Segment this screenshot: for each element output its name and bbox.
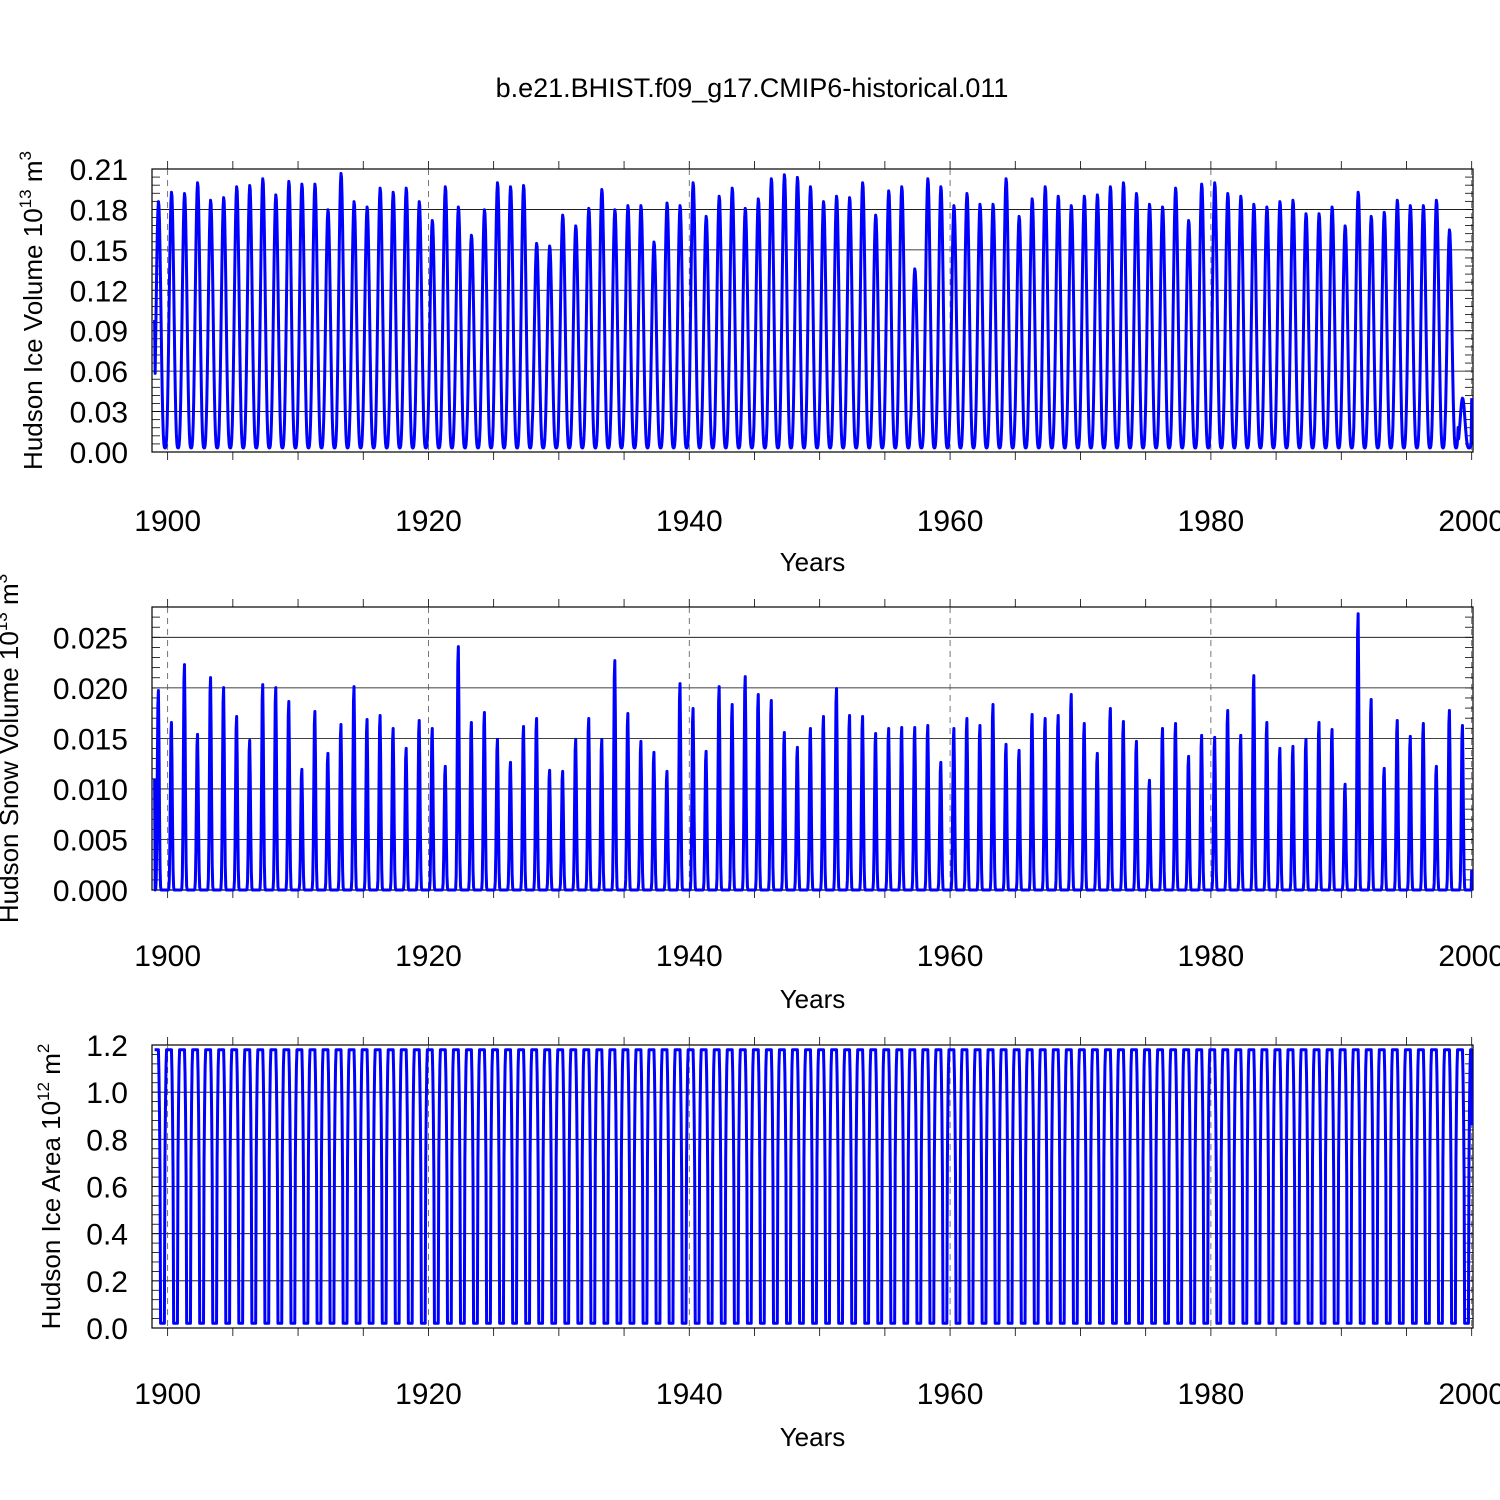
y-tick-label: 0.12 [70,275,128,308]
y-tick-label: 1.2 [86,1030,128,1063]
y-tick-label: 0.00 [70,437,128,470]
x-axis-label: Years [780,1422,846,1452]
y-tick-label: 0.6 [86,1172,128,1205]
x-tick-label: 2000 [1438,505,1500,538]
y-axis-label-text: Hudson Snow Volume 10 [0,631,24,923]
series-line-ice-area [153,1048,1474,1325]
panel-ice-volume: 0.00 0.03 0.06 0.09 0.12 0.15 0.18 0.21 1900 1920… [16,151,1500,577]
y-axis-label-unit: m [0,583,24,612]
y-tick-label: 0.000 [53,875,128,908]
y-tick-label: 0.21 [70,154,128,187]
y-axis-label-exponent: 13 [16,189,35,208]
y-tick-label: 0.09 [70,316,128,349]
x-tick-label: 1980 [1178,1378,1245,1411]
y-axis-label: Hudson Ice Area 1012 m2 [34,1044,66,1330]
x-tick-label: 1920 [395,1378,462,1411]
y-tick-label: 1.0 [86,1077,128,1110]
y-tick-label: 0.010 [53,774,128,807]
series-line-ice-volume [153,171,1474,450]
y-axis-label-unit-exponent: 3 [0,574,11,583]
panel-ice-area: 0.0 0.2 0.4 0.6 0.8 1.0 1.2 1900 1920 1940 1960 198… [34,1030,1500,1452]
x-tick-label: 1940 [656,940,723,973]
y-tick-label: 0.005 [53,824,128,857]
panel-snow-volume: 0.000 0.005 0.010 0.015 0.020 0.025 1900 1920 19… [0,574,1500,1014]
y-axis-label-exponent: 12 [34,1082,53,1101]
x-tick-label: 2000 [1438,1378,1500,1411]
x-tick-label: 2000 [1438,940,1500,973]
y-axis-label: Hudson Snow Volume 1013 m3 [0,574,24,923]
y-tick-label: 0.8 [86,1124,128,1157]
y-axis-label-text: Hudson Ice Volume 10 [18,208,48,470]
y-axis-label-unit-exponent: 2 [34,1044,53,1053]
x-axis-label: Years [780,547,846,577]
x-tick-label: 1940 [656,1378,723,1411]
y-axis-label: Hudson Ice Volume 1013 m3 [16,151,48,470]
y-tick-label: 0.0 [86,1313,128,1346]
y-tick-label: 0.15 [70,235,128,268]
x-tick-label: 1900 [134,940,201,973]
y-axis-label-exponent: 13 [0,612,11,631]
x-tick-label: 1980 [1178,940,1245,973]
y-tick-label: 0.2 [86,1266,128,1299]
x-axis-label: Years [780,984,846,1014]
x-tick-label: 1900 [134,1378,201,1411]
x-tick-label: 1940 [656,505,723,538]
y-tick-label: 0.03 [70,397,128,430]
x-tick-label: 1960 [917,1378,984,1411]
y-axis-label-unit: m [18,161,48,190]
y-tick-label: 0.015 [53,723,128,756]
y-tick-label: 0.4 [86,1219,128,1252]
series-line-snow-volume [153,612,1474,892]
y-axis-label-unit: m [36,1053,66,1082]
figure-title: b.e21.BHIST.f09_g17.CMIP6-historical.011 [496,73,1009,103]
x-tick-label: 1920 [395,505,462,538]
y-axis-label-text: Hudson Ice Area 10 [36,1101,66,1329]
x-tick-label: 1920 [395,940,462,973]
x-tick-label: 1960 [917,940,984,973]
y-axis-label-unit-exponent: 3 [16,151,35,160]
y-tick-label: 0.06 [70,356,128,389]
x-tick-label: 1900 [134,505,201,538]
x-tick-label: 1980 [1178,505,1245,538]
x-tick-label: 1960 [917,505,984,538]
y-tick-label: 0.025 [53,622,128,655]
y-tick-label: 0.020 [53,673,128,706]
y-tick-label: 0.18 [70,194,128,227]
